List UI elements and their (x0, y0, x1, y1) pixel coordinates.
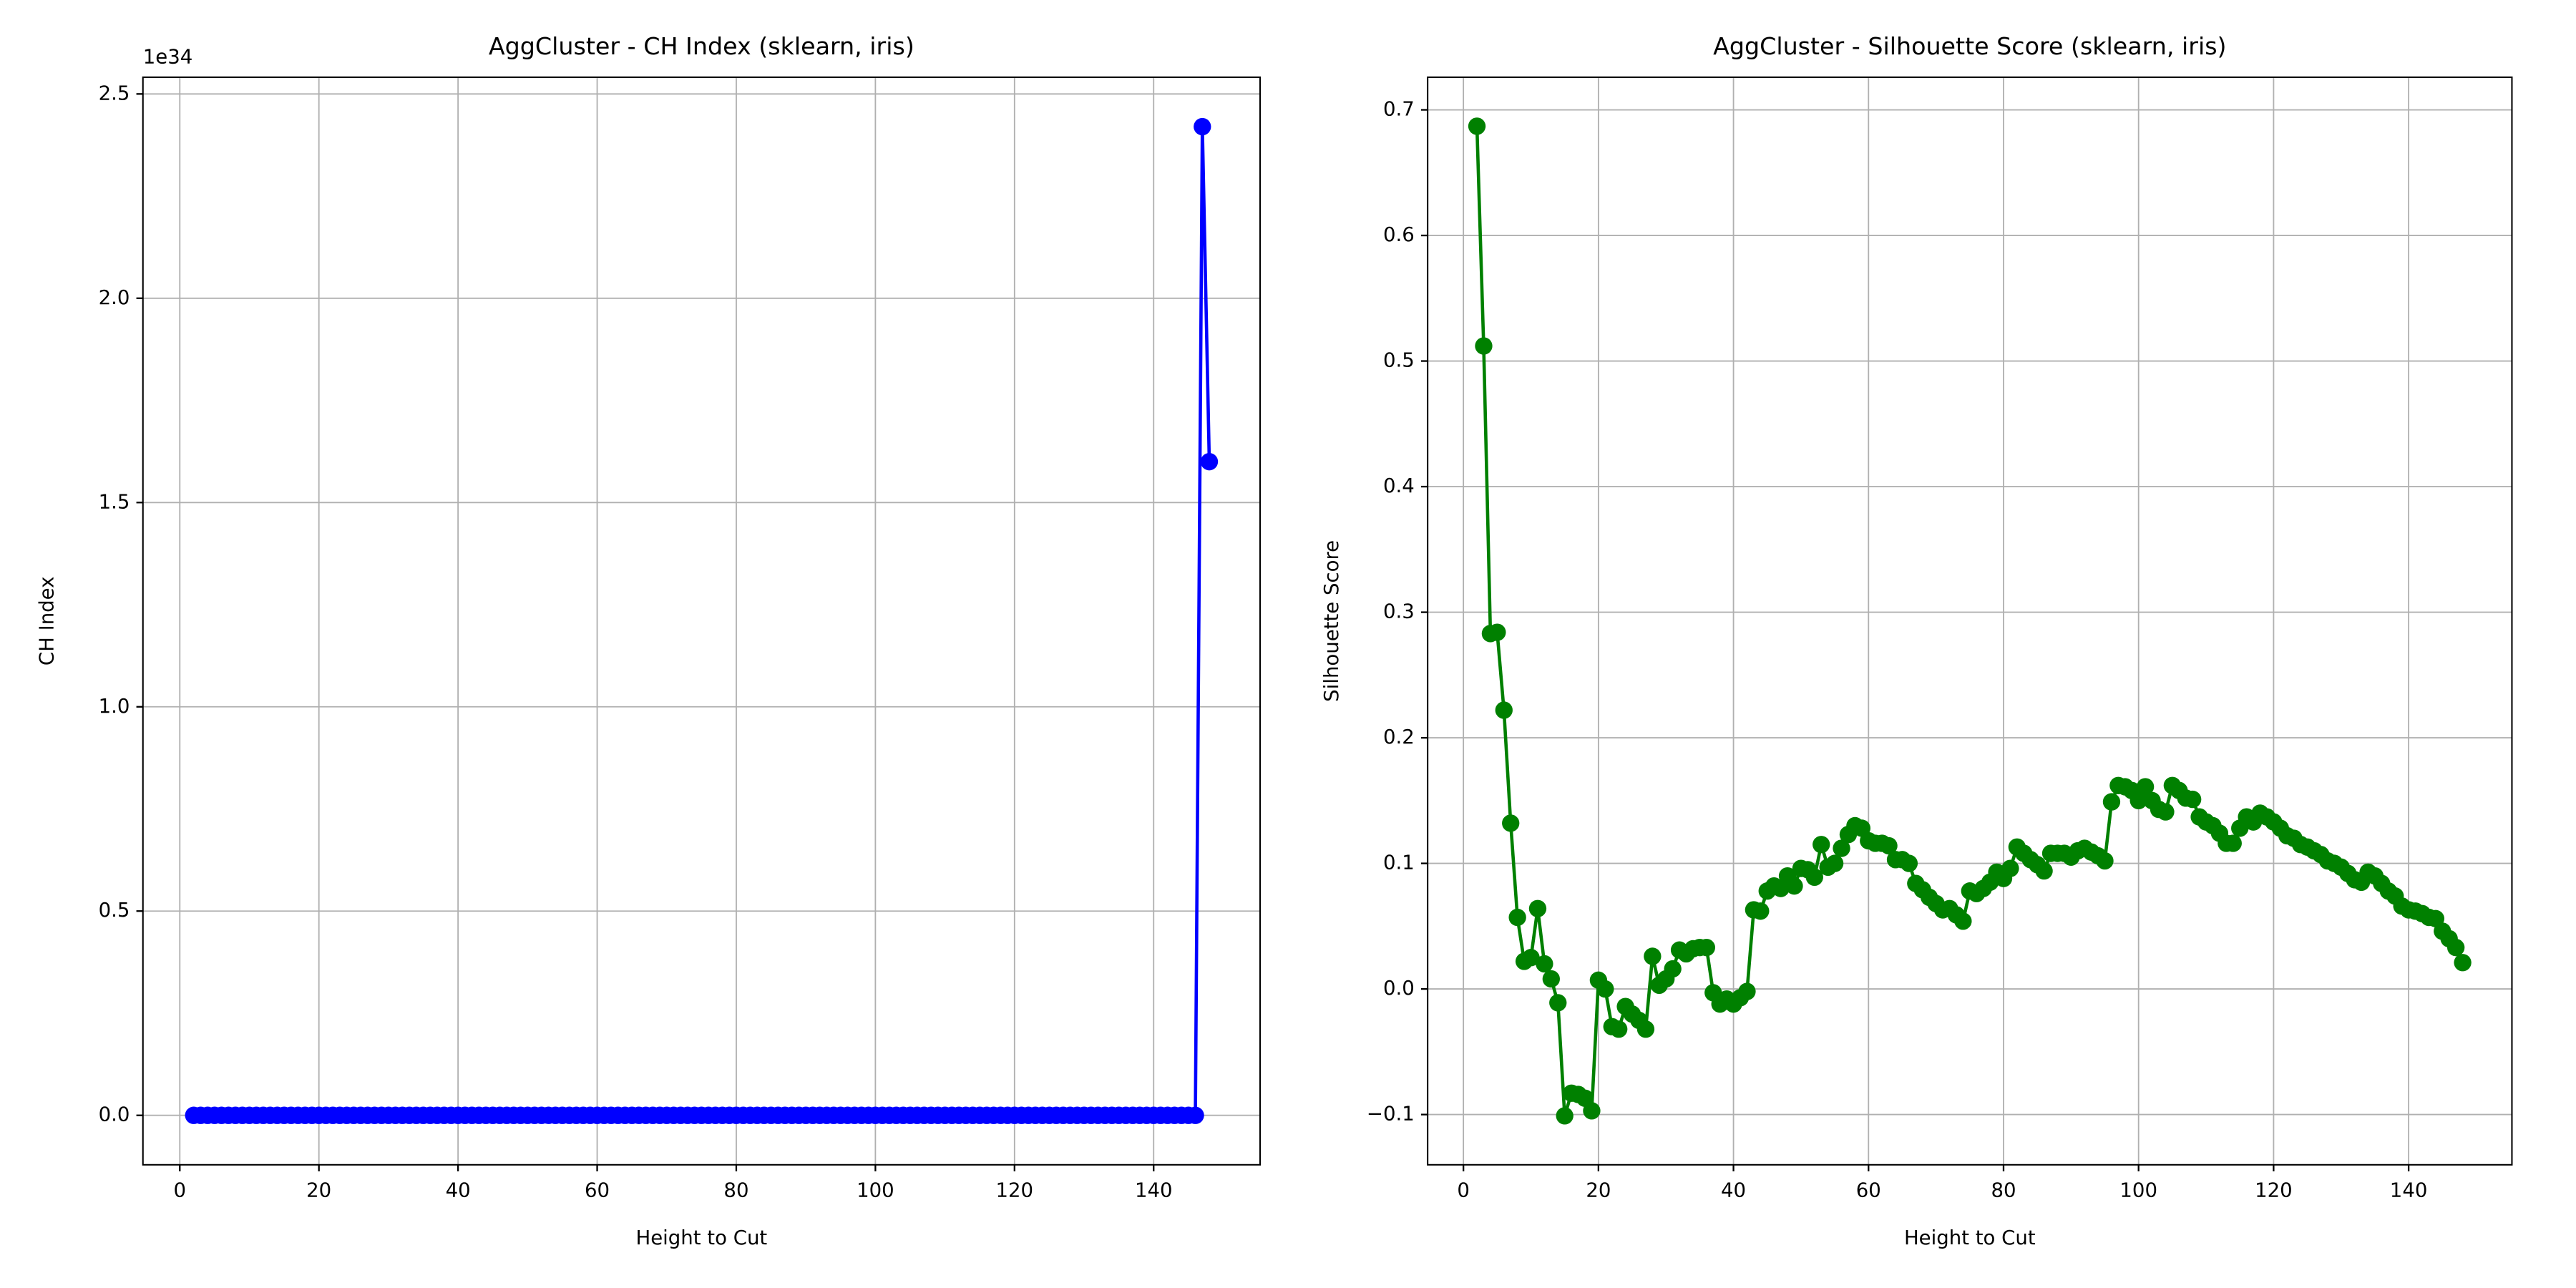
data-point (2157, 803, 2175, 821)
data-point (2096, 852, 2114, 870)
y-offset-text: 1e34 (143, 45, 193, 68)
data-point (1556, 1107, 1574, 1125)
data-point (1813, 836, 1830, 854)
y-axis-label: CH Index (36, 577, 59, 666)
x-tick-label: 0 (1457, 1179, 1470, 1202)
x-axis-label: Height to Cut (635, 1226, 767, 1249)
data-point (1636, 1020, 1655, 1038)
data-point (1752, 902, 1770, 920)
data-point (2184, 790, 2202, 809)
plot-frame (1427, 76, 2513, 1166)
plot-frame (142, 76, 1262, 1166)
data-point (1186, 1106, 1204, 1124)
data-point (1900, 854, 1918, 872)
data-point (1522, 949, 1540, 967)
x-tick-label: 40 (446, 1179, 471, 1202)
data-point (2446, 939, 2465, 957)
x-axis-label: Height to Cut (1904, 1226, 2036, 1249)
y-tick-label: −0.1 (1367, 1103, 1415, 1126)
y-tick-label: 0.7 (1383, 98, 1415, 121)
x-tick-label: 20 (306, 1179, 331, 1202)
y-tick-label: 0.5 (1383, 349, 1415, 372)
data-point (1194, 117, 1211, 136)
data-point (1583, 1102, 1601, 1120)
x-tick-label: 60 (1856, 1179, 1881, 1202)
data-point (1502, 814, 1520, 832)
x-tick-label: 80 (723, 1179, 748, 1202)
y-tick-label: 1.0 (99, 695, 130, 718)
data-point (1880, 836, 1898, 855)
data-point (2454, 954, 2472, 972)
y-tick-label: 0.6 (1383, 223, 1415, 246)
data-line (193, 126, 1211, 1118)
data-line (1475, 126, 2464, 1117)
y-tick-label: 0.0 (99, 1103, 130, 1126)
data-point (1508, 908, 1526, 927)
y-tick-label: 1.5 (99, 490, 130, 513)
data-point (2136, 778, 2155, 796)
y-axis-label: Silhouette Score (1320, 540, 1343, 702)
data-point (2102, 793, 2121, 811)
x-tick-label: 0 (174, 1179, 187, 1202)
data-point (1825, 854, 1844, 872)
data-point (1738, 982, 1756, 1000)
x-tick-label: 80 (1991, 1179, 2016, 1202)
x-tick-label: 60 (585, 1179, 610, 1202)
x-tick-label: 140 (2390, 1179, 2428, 1202)
y-tick-label: 0.4 (1383, 474, 1415, 497)
chart-title: AggCluster - CH Index (sklearn, iris) (489, 32, 914, 60)
y-tick-label: 2.0 (99, 286, 130, 309)
data-point (1596, 980, 1614, 998)
x-tick-label: 100 (857, 1179, 894, 1202)
data-point (2129, 791, 2147, 810)
data-point (1475, 337, 1493, 355)
x-tick-label: 140 (1135, 1179, 1173, 1202)
y-tick-label: 0.0 (1383, 977, 1415, 1000)
data-point (1610, 1020, 1628, 1038)
data-point (1495, 701, 1513, 719)
data-point (1549, 994, 1567, 1012)
data-point (1954, 912, 1972, 930)
data-point (1833, 839, 1850, 857)
data-point (1468, 117, 1486, 135)
data-point (1528, 899, 1547, 917)
data-point (1785, 877, 1803, 895)
data-point (2224, 834, 2242, 852)
data-point (1664, 960, 1682, 978)
chart-title: AggCluster - Silhouette Score (sklearn, … (1713, 32, 2226, 60)
data-point (1644, 947, 1662, 965)
data-point (1536, 955, 1553, 973)
data-point (1542, 970, 1560, 988)
data-point (1805, 868, 1823, 887)
x-tick-label: 20 (1586, 1179, 1611, 1202)
data-point (1488, 623, 1506, 641)
y-tick-label: 0.2 (1383, 726, 1415, 748)
data-point (2001, 859, 2019, 877)
x-tick-label: 120 (996, 1179, 1034, 1202)
data-point (2035, 862, 2053, 880)
y-tick-label: 2.5 (99, 82, 130, 104)
x-tick-label: 120 (2255, 1179, 2293, 1202)
data-point (1697, 939, 1715, 957)
x-tick-label: 40 (1721, 1179, 1746, 1202)
y-tick-label: 0.1 (1383, 852, 1415, 874)
y-tick-label: 0.5 (99, 899, 130, 922)
y-tick-label: 0.3 (1383, 600, 1415, 623)
data-point (1200, 453, 1219, 471)
x-tick-label: 100 (2119, 1179, 2157, 1202)
